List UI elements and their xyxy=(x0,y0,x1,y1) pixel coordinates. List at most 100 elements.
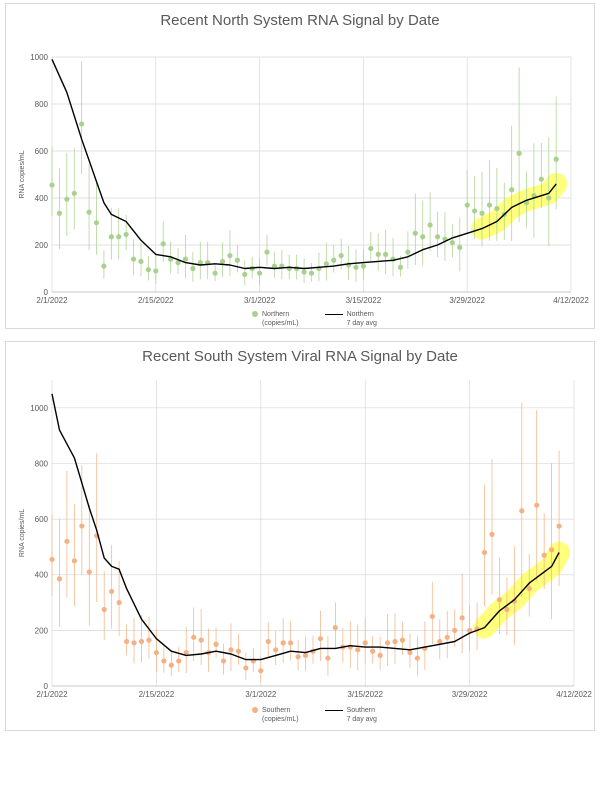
data-point xyxy=(405,249,411,255)
chart-title: Recent North System RNA Signal by Date xyxy=(160,12,440,29)
x-tick-label: 3/15/2022 xyxy=(346,296,382,305)
data-point xyxy=(377,652,383,658)
data-point xyxy=(71,558,77,564)
data-point xyxy=(242,271,248,277)
x-tick-label: 3/1/2022 xyxy=(245,690,277,699)
data-point xyxy=(509,187,515,193)
y-axis-label: RNA copies/mL xyxy=(19,509,26,557)
data-point xyxy=(370,648,376,654)
chart-legend: Southern (copies/mL) Southern 7 day avg xyxy=(252,706,377,724)
x-tick-label: 3/29/2022 xyxy=(452,690,488,699)
data-point xyxy=(175,260,181,266)
data-point xyxy=(494,205,500,212)
north-chart-panel: Recent North System RNA Signal by Date 0… xyxy=(5,3,595,329)
data-point xyxy=(227,252,233,259)
data-point xyxy=(191,634,197,640)
data-point xyxy=(145,267,151,273)
x-tick-label: 2/15/2022 xyxy=(138,296,174,305)
north-chart-plot: 0 200 400 600 800 1000 2/1/2022 2/15/2022 3/1/20… xyxy=(19,53,589,305)
data-point xyxy=(86,569,92,575)
data-point xyxy=(265,638,271,645)
south-chart-plot: 0 200 400 600 800 1000 2/1/2022 2/15/2022 3/1/20… xyxy=(19,380,592,699)
legend-marker xyxy=(252,311,258,317)
data-point xyxy=(526,586,532,592)
y-tick-label: 0 xyxy=(44,682,49,691)
legend-label: Northern 7 day avg xyxy=(346,311,377,327)
data-point xyxy=(108,234,114,240)
data-point xyxy=(176,658,182,664)
chart-title: Recent South System Viral RNA Signal by … xyxy=(142,348,458,365)
data-point xyxy=(360,263,366,269)
data-point xyxy=(467,627,473,633)
data-point xyxy=(308,270,315,276)
data-point xyxy=(183,650,189,656)
data-point xyxy=(449,240,455,246)
chart-legend: Northern (copies/mL) Northern 7 day avg xyxy=(252,310,377,328)
data-point xyxy=(496,597,503,603)
data-point xyxy=(479,210,485,216)
data-point xyxy=(407,650,413,656)
data-point xyxy=(325,655,331,661)
data-point xyxy=(123,638,130,645)
data-point xyxy=(338,252,344,259)
y-tick-label: 200 xyxy=(35,241,49,250)
avg-line xyxy=(51,59,557,270)
data-point xyxy=(146,637,152,643)
data-point xyxy=(317,636,324,642)
legend-item-line: Southern 7 day avg xyxy=(324,706,377,724)
y-tick-label: 1000 xyxy=(30,404,48,413)
data-point xyxy=(138,258,144,265)
data-point xyxy=(553,156,559,162)
data-point xyxy=(64,538,70,544)
data-point xyxy=(56,210,63,216)
data-point xyxy=(228,647,234,653)
data-point xyxy=(368,245,374,252)
data-point xyxy=(213,641,219,647)
y-tick-label: 600 xyxy=(35,147,49,156)
legend-line xyxy=(324,314,343,315)
data-point xyxy=(49,182,55,188)
data-point xyxy=(182,256,189,262)
data-point xyxy=(332,624,338,631)
data-point xyxy=(153,650,159,656)
legend-item-line: Northern 7 day avg xyxy=(324,310,377,328)
x-tick-label: 3/29/2022 xyxy=(449,296,485,305)
avg-line xyxy=(51,393,560,661)
data-point xyxy=(123,231,129,238)
data-point xyxy=(362,640,368,646)
data-point xyxy=(138,638,145,645)
data-point xyxy=(519,508,525,514)
x-tick-label: 3/1/2022 xyxy=(244,296,276,305)
x-tick-label: 3/15/2022 xyxy=(347,690,383,699)
data-point xyxy=(71,190,77,196)
data-point xyxy=(541,552,547,558)
data-point xyxy=(444,634,450,640)
data-point xyxy=(504,606,510,613)
legend-label: Southern 7 day avg xyxy=(346,707,377,723)
data-point xyxy=(489,531,495,537)
data-point xyxy=(295,654,301,660)
legend-label: Southern (copies/mL) xyxy=(262,707,299,723)
data-point xyxy=(64,196,70,202)
data-point xyxy=(56,576,63,582)
x-tick-label: 4/12/2022 xyxy=(556,690,592,699)
data-point xyxy=(516,150,522,156)
data-point xyxy=(392,638,398,645)
data-point xyxy=(101,606,107,613)
data-point xyxy=(153,268,159,274)
data-point xyxy=(109,588,115,595)
data-point xyxy=(101,263,107,269)
data-point xyxy=(375,251,381,257)
data-point xyxy=(434,234,441,240)
data-point xyxy=(397,264,404,270)
legend-item-points: Northern (copies/mL) xyxy=(252,310,299,328)
data-point xyxy=(546,195,552,201)
data-point xyxy=(538,176,544,182)
data-point xyxy=(323,261,329,267)
data-point xyxy=(301,269,307,275)
data-point xyxy=(86,209,92,215)
legend-marker xyxy=(252,707,258,713)
data-point xyxy=(412,230,418,236)
x-tick-label: 2/1/2022 xyxy=(36,690,68,699)
data-point xyxy=(264,249,270,255)
